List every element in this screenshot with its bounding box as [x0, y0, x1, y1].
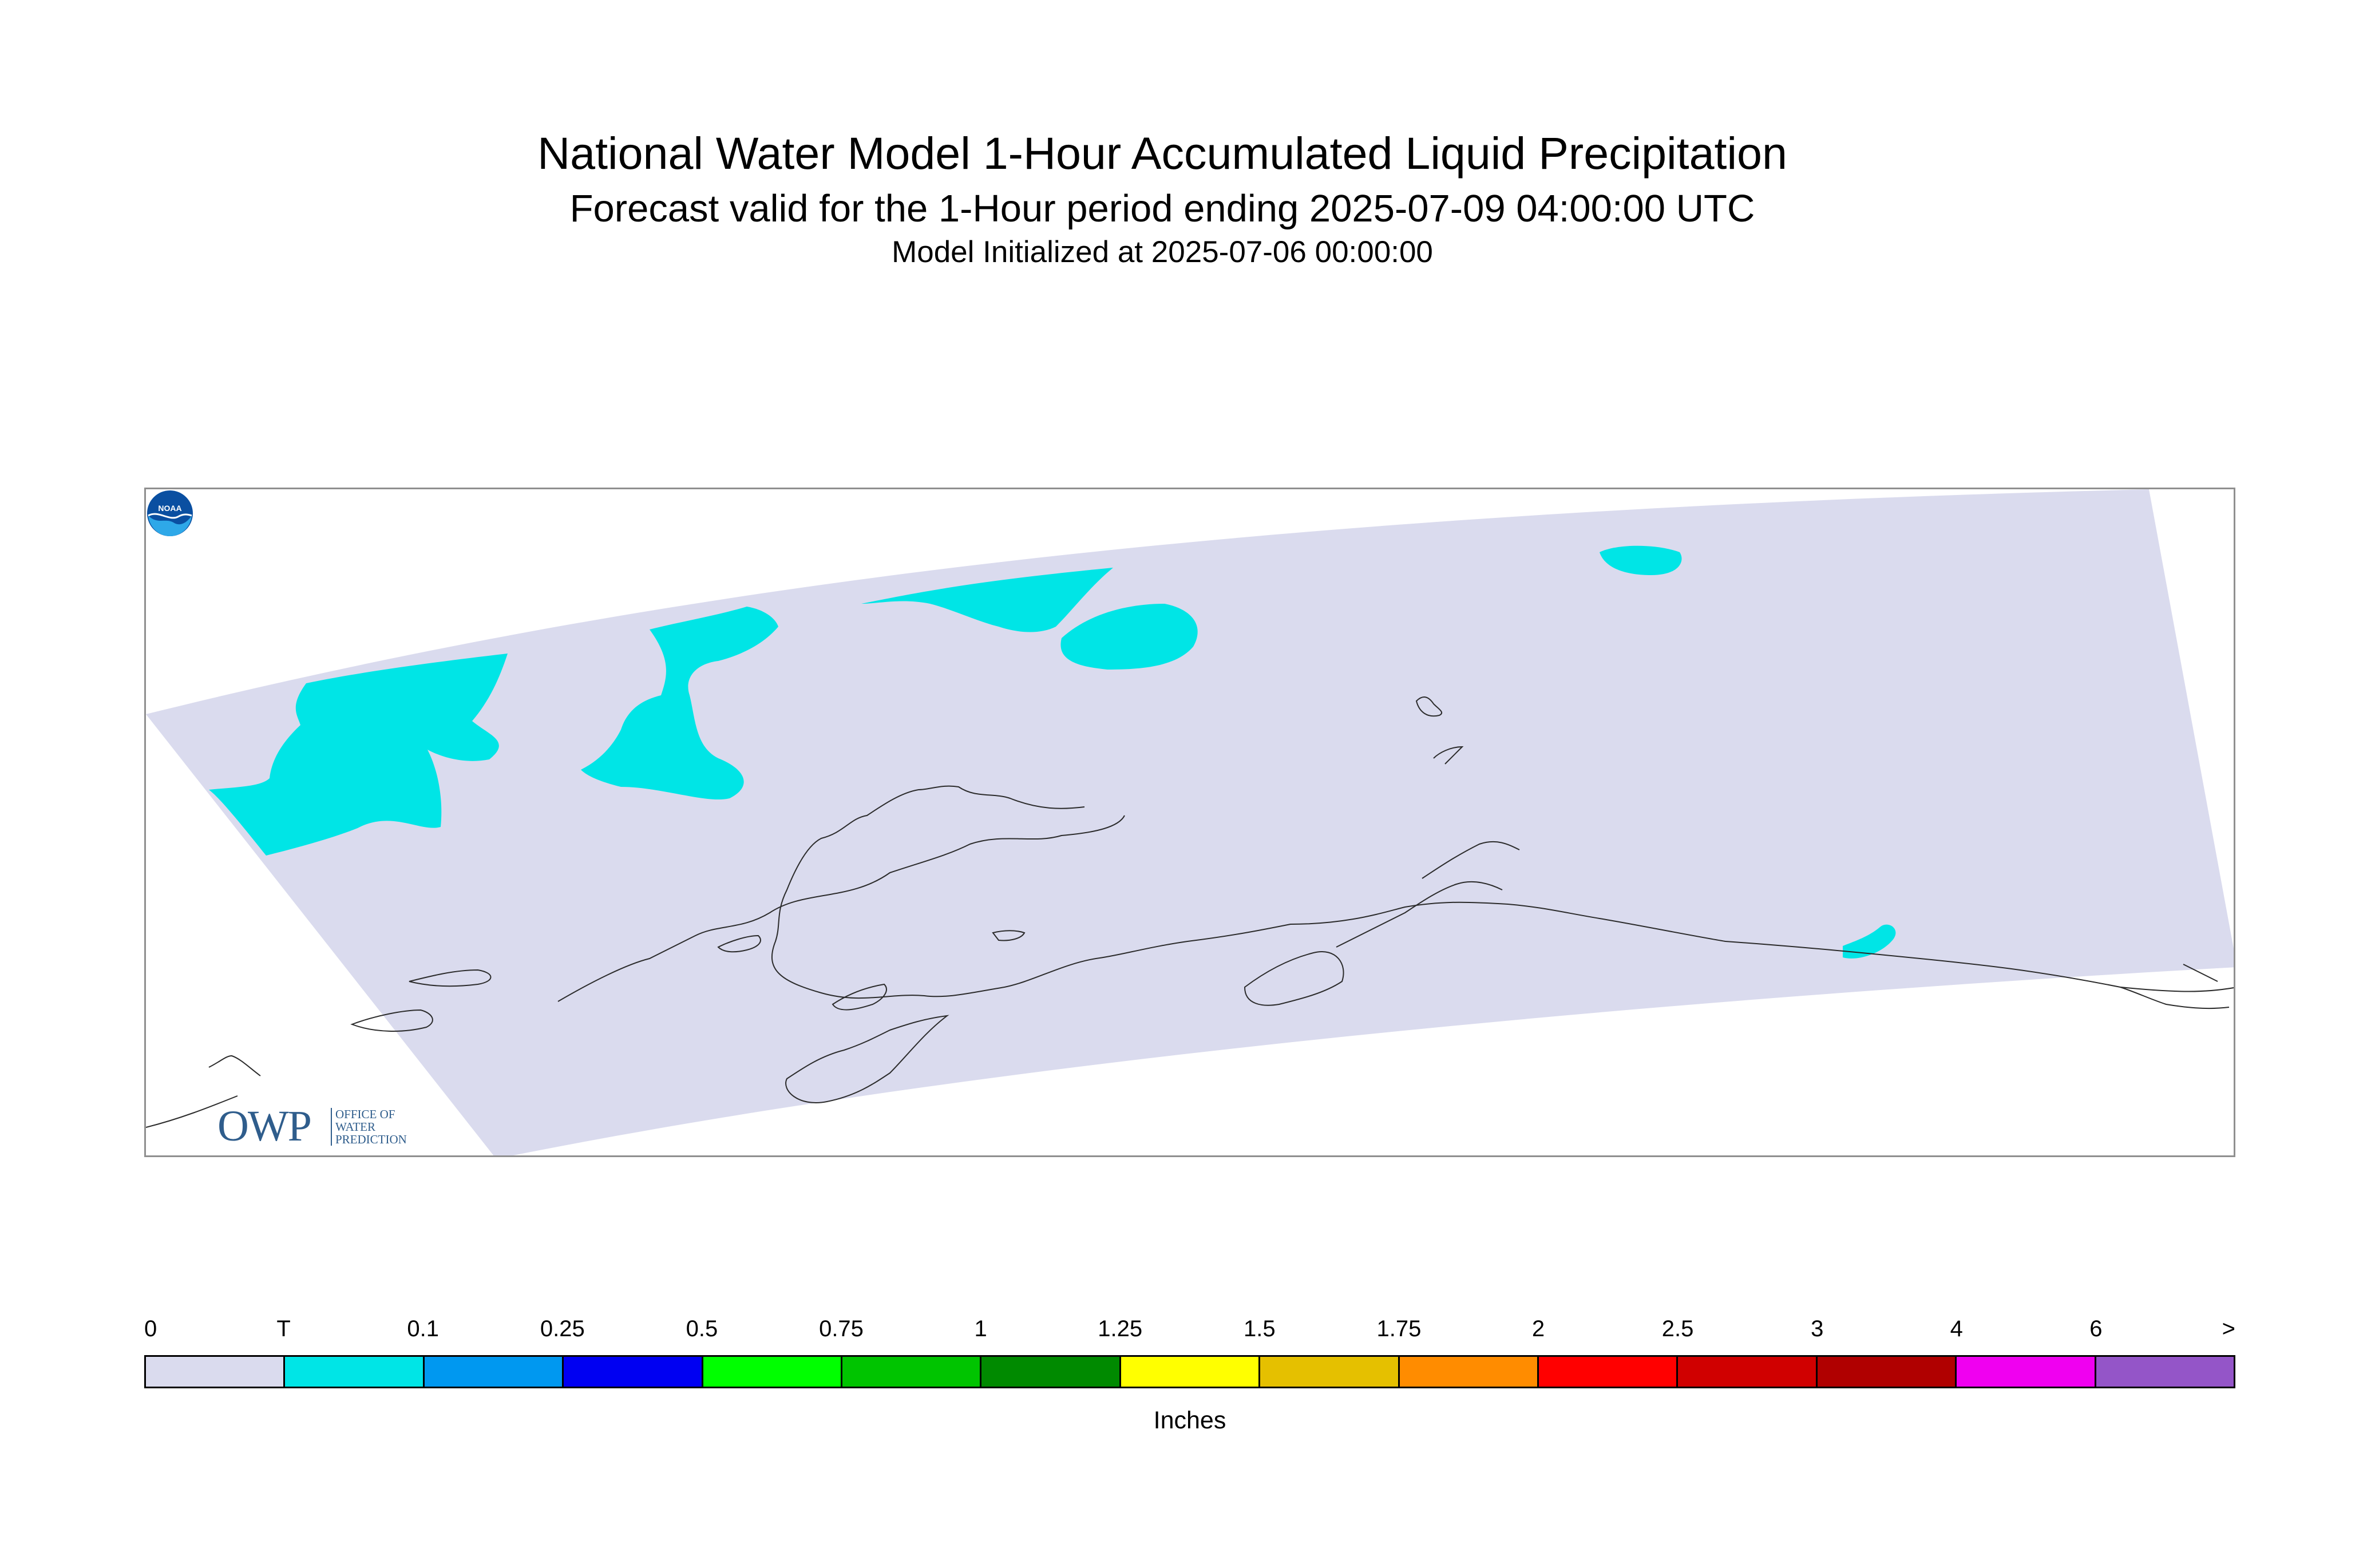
legend-swatch: [285, 1357, 425, 1387]
legend-swatch: [1678, 1357, 1818, 1387]
owp-logo: OWP OFFICE OF WATER PREDICTION: [217, 1104, 423, 1150]
legend-tick-label: 0.75: [819, 1316, 864, 1341]
legend-tick-label: 6: [2089, 1316, 2103, 1341]
coastline-kenai: [1244, 951, 1344, 1006]
coastline-southeast-panhandle: [2120, 964, 2230, 1009]
legend-tick-label: 2: [1531, 1316, 1545, 1341]
map-subtitle: Forecast valid for the 1-Hour period end…: [569, 187, 1755, 230]
legend-tick-label: 1.75: [1376, 1316, 1422, 1341]
precip-area-central: [581, 607, 778, 800]
legend-tick-label: 1.25: [1098, 1316, 1143, 1341]
precip-area-west: [209, 654, 508, 856]
legend-swatch: [424, 1357, 564, 1387]
precipitation-map: OWP OFFICE OF WATER PREDICTION NOAA: [144, 488, 2235, 1157]
legend-swatch: [564, 1357, 703, 1387]
legend-swatch: [1121, 1357, 1261, 1387]
legend-tick-label: 2.5: [1661, 1316, 1694, 1341]
coastlines: [146, 696, 2234, 1128]
legend-tick-label: 1: [974, 1316, 987, 1341]
legend-swatch: [2096, 1357, 2234, 1387]
noaa-logo-text: NOAA: [158, 504, 181, 513]
legend-tick-label: T: [276, 1316, 291, 1341]
legend-tick-label: 1.5: [1243, 1316, 1276, 1341]
coastline-nunivak: [350, 1009, 433, 1032]
coastline-kodiak: [832, 983, 887, 1011]
legend-swatch: [842, 1357, 982, 1387]
coastline-st-lawrence: [409, 969, 492, 987]
coastline-chukotka: [208, 1055, 261, 1076]
coastline-island-north-2: [1433, 746, 1464, 765]
legend-swatch: [1539, 1357, 1679, 1387]
coastline-small-lake: [992, 930, 1026, 941]
coastline-cook-inlet: [1336, 841, 1520, 948]
legend-tick-label: 0.5: [686, 1316, 718, 1341]
legend-color-bar: [144, 1355, 2235, 1388]
precip-area-far-north: [1600, 545, 1682, 575]
legend-swatch: [703, 1357, 843, 1387]
legend-tick-label: 0.25: [540, 1316, 585, 1341]
legend-swatch: [1957, 1357, 2096, 1387]
legend-swatch: [1399, 1357, 1539, 1387]
color-legend: 0 T 0.1 0.25 0.5 0.75 1 1.25 1.5 1.75 2 2.5 3 4 6 > Inc…: [144, 1316, 2235, 1448]
legend-swatch: [146, 1357, 286, 1387]
model-domain: [146, 489, 2234, 1155]
precip-area-northeast: [1060, 604, 1198, 670]
model-init-time: Model Initialized at 2025-07-06 00:00:00: [892, 235, 1433, 269]
owp-logo-text: OWP: [217, 1102, 312, 1150]
coastline-bristol: [717, 935, 761, 953]
legend-units: Inches: [1153, 1407, 1226, 1434]
legend-tick-label: 0: [144, 1316, 157, 1341]
map-canvas: [146, 489, 2234, 1155]
noaa-logo: NOAA: [147, 490, 193, 536]
legend-tick-label: >: [2222, 1316, 2235, 1341]
precip-area-north: [861, 568, 1113, 632]
precip-area-southeast: [1843, 924, 1896, 959]
coastline-island-north-1: [1415, 696, 1443, 717]
owp-logo-subtext: OFFICE OF WATER PREDICTION: [331, 1108, 407, 1146]
legend-tick-label: 3: [1811, 1316, 1824, 1341]
coastline-alaska-peninsula: [785, 1015, 949, 1103]
legend-swatch: [1260, 1357, 1400, 1387]
coastline-mainland: [146, 785, 2234, 1128]
legend-swatch: [981, 1357, 1121, 1387]
legend-swatch: [1817, 1357, 1957, 1387]
legend-tick-label: 4: [1950, 1316, 1963, 1341]
map-title: National Water Model 1-Hour Accumulated …: [537, 128, 1787, 179]
precipitation-areas: [209, 545, 1896, 959]
legend-tick-label: 0.1: [407, 1316, 439, 1341]
